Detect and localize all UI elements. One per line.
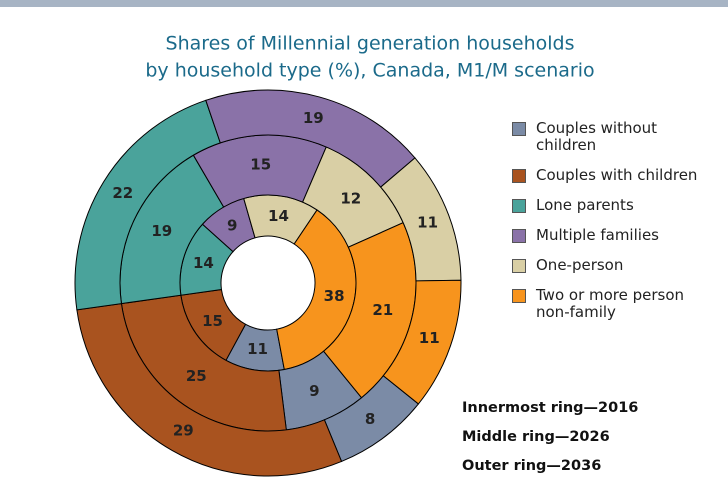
data-label: 29 <box>173 421 194 439</box>
legend-swatch <box>512 122 526 136</box>
legend-label: Couples with children <box>536 166 698 184</box>
legend-label: Lone parents <box>536 196 634 214</box>
data-label: 9 <box>227 216 237 234</box>
annotation: Middle ring—2026 <box>462 429 610 445</box>
data-label: 12 <box>340 189 361 207</box>
data-label: 22 <box>112 184 133 202</box>
data-label: 9 <box>309 382 319 400</box>
legend-item: One-person <box>512 257 724 274</box>
legend-swatch <box>512 259 526 273</box>
ring-segment <box>382 279 462 405</box>
data-label: 21 <box>372 301 393 319</box>
data-label: 25 <box>186 367 207 385</box>
data-label: 11 <box>419 329 440 347</box>
data-label: 38 <box>324 287 345 305</box>
data-label: 19 <box>303 109 324 127</box>
data-label: 15 <box>202 312 223 330</box>
top-bar <box>0 0 728 7</box>
legend-swatch <box>512 199 526 213</box>
data-label: 19 <box>151 222 172 240</box>
annotation: Outer ring—2036 <box>462 458 601 474</box>
legend-item: Multiple families <box>512 227 724 244</box>
legend-item: Two or more person non-family <box>512 287 724 321</box>
data-label: 14 <box>193 254 214 272</box>
data-label: 11 <box>417 214 438 232</box>
data-label: 8 <box>365 410 375 428</box>
legend-item: Couples without children <box>512 120 724 154</box>
data-label: 11 <box>247 340 268 358</box>
legend-swatch <box>512 289 526 303</box>
legend-label: Couples without children <box>536 119 658 154</box>
legend: Couples without children Couples with chi… <box>512 120 724 334</box>
legend-item: Lone parents <box>512 197 724 214</box>
legend-swatch <box>512 229 526 243</box>
data-label: 14 <box>268 207 289 225</box>
legend-label: Two or more person non-family <box>536 286 685 321</box>
legend-label: One-person <box>536 256 624 274</box>
chart-title: Shares of Millennial generation househol… <box>166 33 575 55</box>
chart-subtitle: by household type (%), Canada, M1/M scen… <box>145 60 594 82</box>
legend-item: Couples with children <box>512 167 724 184</box>
data-label: 15 <box>250 156 271 174</box>
annotation: Innermost ring—2016 <box>462 400 638 416</box>
legend-label: Multiple families <box>536 226 659 244</box>
legend-swatch <box>512 169 526 183</box>
